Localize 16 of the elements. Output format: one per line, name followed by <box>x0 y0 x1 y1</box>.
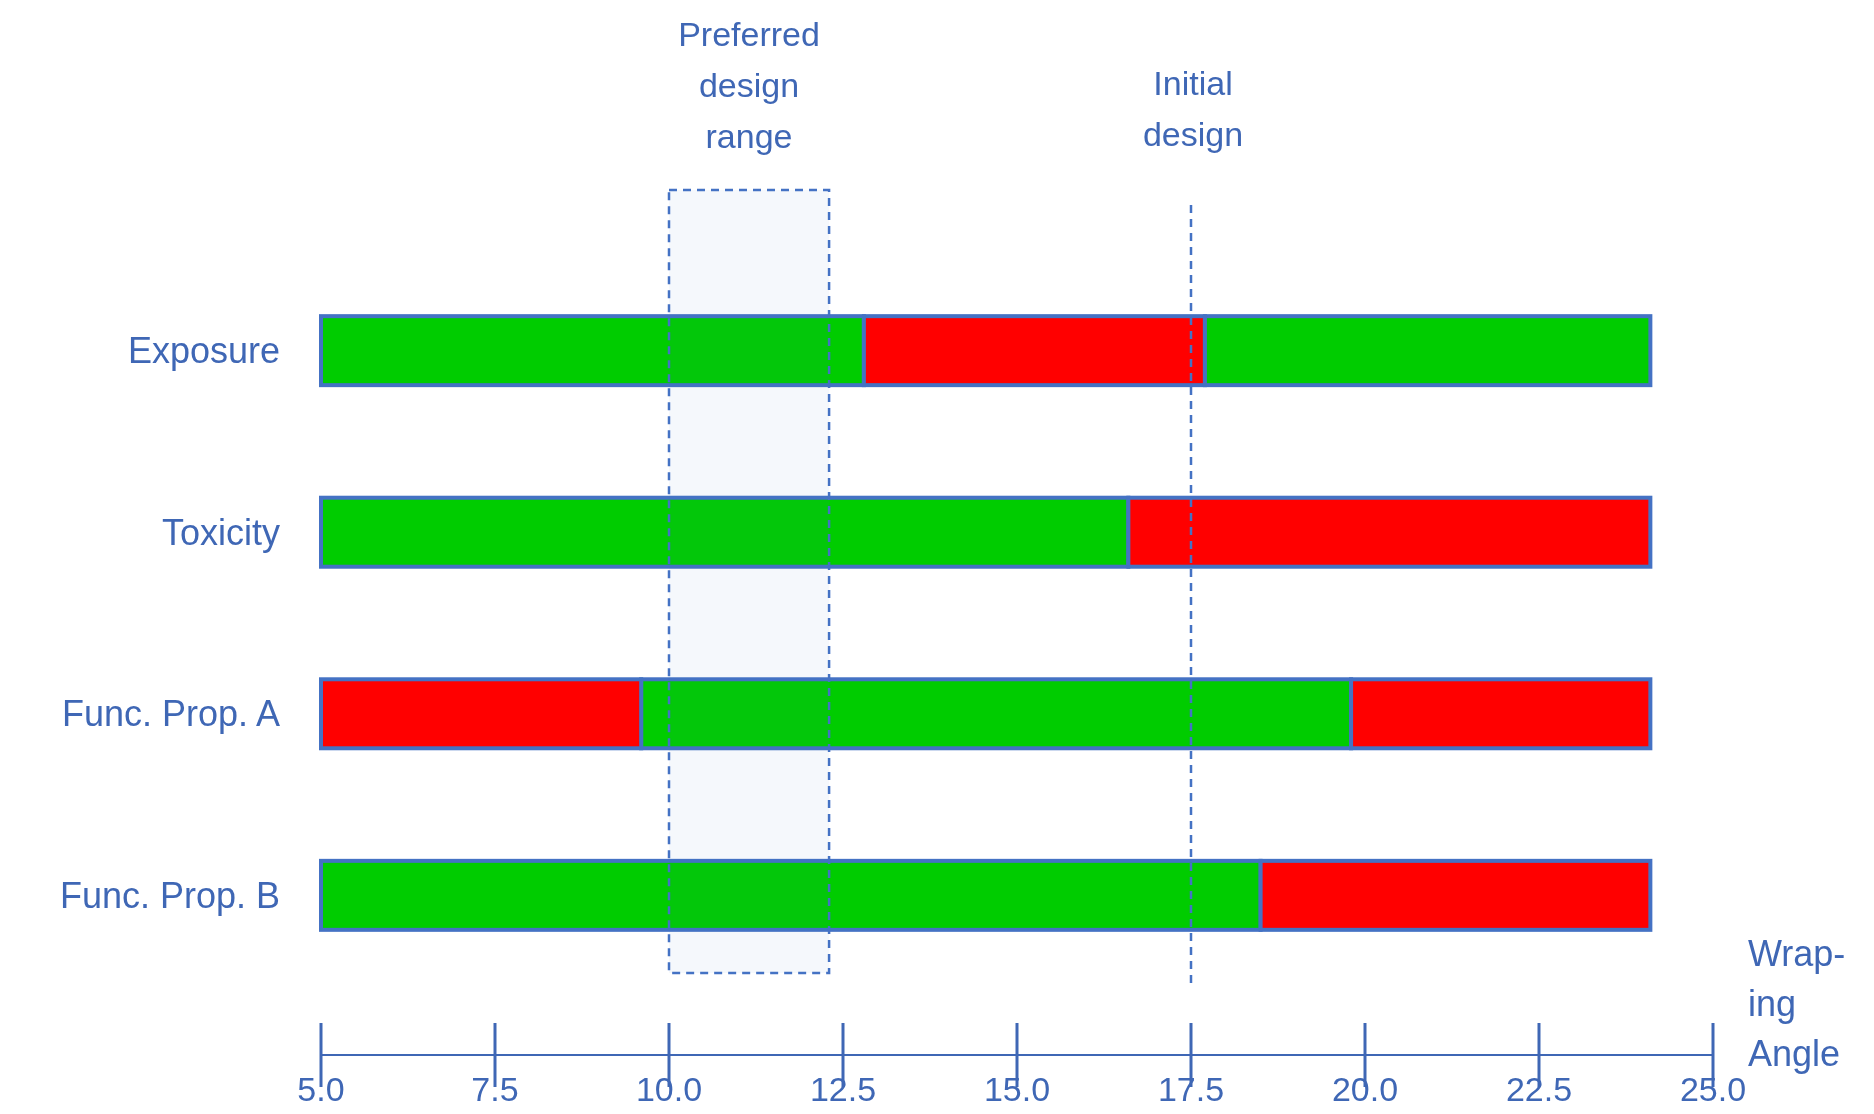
y-tick-label: Exposure <box>127 330 280 372</box>
x-tick-label: 10.0 <box>635 1070 703 1108</box>
x-tick-label: 25.0 <box>1679 1070 1747 1108</box>
y-tick-label: Func. Prop. B <box>59 874 280 916</box>
y-tick-label: Func. Prop. A <box>61 693 280 735</box>
y-tick-label: Toxicity <box>161 511 280 553</box>
ref-line-label: Initial design <box>1142 64 1244 153</box>
x-tick-label: 22.5 <box>1505 1070 1573 1108</box>
x-tick-label: 7.5 <box>471 1070 519 1108</box>
x-axis-title: Wrap- ing Angle <box>1748 933 1846 1074</box>
x-tick-label: 5.0 <box>297 1070 345 1108</box>
x-tick-label: 15.0 <box>983 1070 1051 1108</box>
band-label: Preferred design range <box>678 15 820 155</box>
x-tick-label: 20.0 <box>1331 1070 1399 1108</box>
x-tick-label: 12.5 <box>809 1070 877 1108</box>
x-tick-label: 17.5 <box>1157 1070 1225 1108</box>
